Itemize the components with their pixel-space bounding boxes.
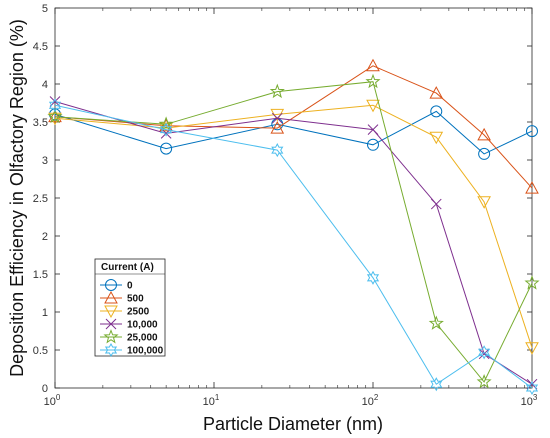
data-point <box>365 73 381 89</box>
data-point <box>160 122 173 137</box>
legend-marker <box>104 305 118 319</box>
series-500 <box>48 58 539 194</box>
data-point <box>271 143 284 158</box>
legend-box <box>94 258 166 357</box>
legend-label: 500 <box>127 294 144 305</box>
legend: Current (A) 0 500 2500 10,000 25,000 100,000 <box>94 258 166 358</box>
y-tick-label: 0 <box>42 383 48 395</box>
legend-entry: 10,000 <box>100 318 158 331</box>
x-tick-label: 103 <box>521 393 538 408</box>
data-point <box>366 270 380 285</box>
data-point <box>525 380 539 396</box>
data-point <box>430 105 443 118</box>
legend-label: 10,000 <box>127 320 158 331</box>
data-point <box>478 345 491 360</box>
legend-marker <box>104 290 118 304</box>
y-tick-label: 2 <box>42 231 48 243</box>
data-point <box>48 98 62 113</box>
legend-entry: 500 <box>100 290 144 305</box>
legend-title: Current (A) <box>101 262 154 273</box>
data-point <box>366 99 380 113</box>
data-point <box>367 124 379 135</box>
legend-entry: 2500 <box>100 305 150 319</box>
data-point <box>477 196 491 209</box>
y-tick-label: 1.5 <box>33 269 48 281</box>
data-point <box>270 121 285 134</box>
y-tick-label: 5 <box>42 3 48 15</box>
data-point <box>524 275 540 290</box>
data-point <box>269 83 285 99</box>
y-tick-label: 1 <box>42 307 48 319</box>
data-point <box>430 198 442 210</box>
data-point <box>48 109 62 123</box>
x-axis-title: Particle Diameter (nm) <box>203 414 383 434</box>
y-axis-title: Deposition Efficiency in Olfactory Regio… <box>7 19 27 377</box>
series-line <box>54 104 533 348</box>
data-point <box>367 138 379 151</box>
series-layer <box>47 58 540 396</box>
y-tick-label: 2.5 <box>33 193 48 205</box>
series-line <box>54 110 533 155</box>
series-100000 <box>48 98 539 396</box>
y-tick-label: 4.5 <box>33 41 48 53</box>
y-tick-label: 3.5 <box>33 117 48 129</box>
data-point <box>428 315 444 330</box>
legend-label: 100,000 <box>127 346 164 357</box>
legend-label: 25,000 <box>127 333 158 344</box>
data-point <box>478 348 490 360</box>
y-axis-ticks: 0 0.5 1 1.5 2 2.5 3 3.5 4 4.5 5 <box>33 3 532 395</box>
data-point <box>526 125 538 138</box>
data-point <box>160 142 173 155</box>
data-point <box>366 58 380 72</box>
legend-marker <box>104 342 118 358</box>
data-point <box>525 342 539 355</box>
data-point <box>478 147 491 160</box>
data-point <box>429 86 444 99</box>
legend-label: 2500 <box>127 307 150 318</box>
legend-marker <box>105 279 117 291</box>
data-point <box>47 108 63 124</box>
data-point <box>429 131 444 145</box>
data-point <box>430 377 443 392</box>
x-tick-label: 100 <box>44 393 61 408</box>
legend-entry: 100,000 <box>100 342 164 358</box>
data-point <box>158 116 174 131</box>
legend-marker <box>103 329 119 344</box>
series-line <box>54 104 533 389</box>
x-tick-label: 101 <box>203 393 220 408</box>
legend-label: 0 <box>127 281 133 292</box>
y-tick-label: 4 <box>42 79 48 91</box>
data-point <box>476 373 492 389</box>
x-axis-ticks: 100 101 102 103 <box>44 8 538 408</box>
y-tick-label: 0.5 <box>33 345 48 357</box>
series-line <box>54 65 533 189</box>
legend-entry: 25,000 <box>100 329 158 344</box>
legend-marker <box>105 318 117 330</box>
data-point <box>525 181 539 194</box>
y-tick-label: 3 <box>42 155 48 167</box>
x-tick-label: 102 <box>362 393 379 408</box>
legend-entry: 0 <box>100 279 133 292</box>
data-point <box>477 127 491 141</box>
data-point <box>271 112 283 124</box>
